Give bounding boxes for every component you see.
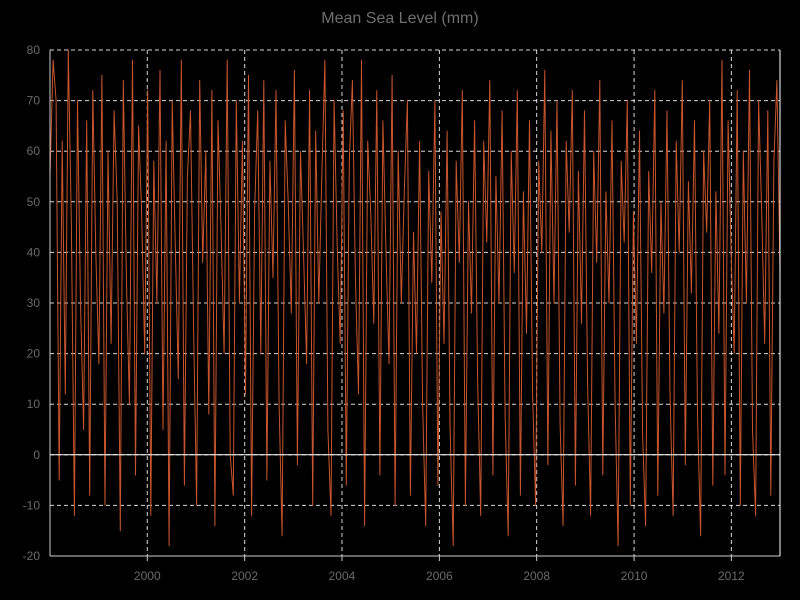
x-tick-label: 2012 xyxy=(718,569,745,583)
y-tick-label: 20 xyxy=(27,347,41,361)
x-tick-label: 2010 xyxy=(621,569,648,583)
x-tick-label: 2000 xyxy=(134,569,161,583)
y-tick-label: 70 xyxy=(27,94,41,108)
y-tick-label: -20 xyxy=(23,549,41,563)
x-tick-label: 2008 xyxy=(523,569,550,583)
series-group xyxy=(49,49,781,547)
y-axis-ticks: -20 -10 0 10 20 30 40 50 60 70 80 xyxy=(23,43,41,563)
y-tick-label: 0 xyxy=(33,448,40,462)
x-axis-ticks: 2000 2002 2004 2006 2008 2010 2012 xyxy=(134,556,745,583)
axes xyxy=(49,50,781,557)
y-tick-label: 60 xyxy=(27,144,41,158)
series-line-0 xyxy=(49,49,781,547)
y-tick-label: 10 xyxy=(27,397,41,411)
x-tick-label: 2002 xyxy=(231,569,258,583)
x-tick-label: 2006 xyxy=(426,569,453,583)
chart-title: Mean Sea Level (mm) xyxy=(321,10,479,27)
y-tick-label: 50 xyxy=(27,195,41,209)
y-tick-label: 80 xyxy=(27,43,41,57)
y-tick-label: 30 xyxy=(27,296,41,310)
y-tick-label: -10 xyxy=(23,498,41,512)
y-tick-label: 40 xyxy=(27,245,41,259)
x-tick-label: 2004 xyxy=(329,569,356,583)
